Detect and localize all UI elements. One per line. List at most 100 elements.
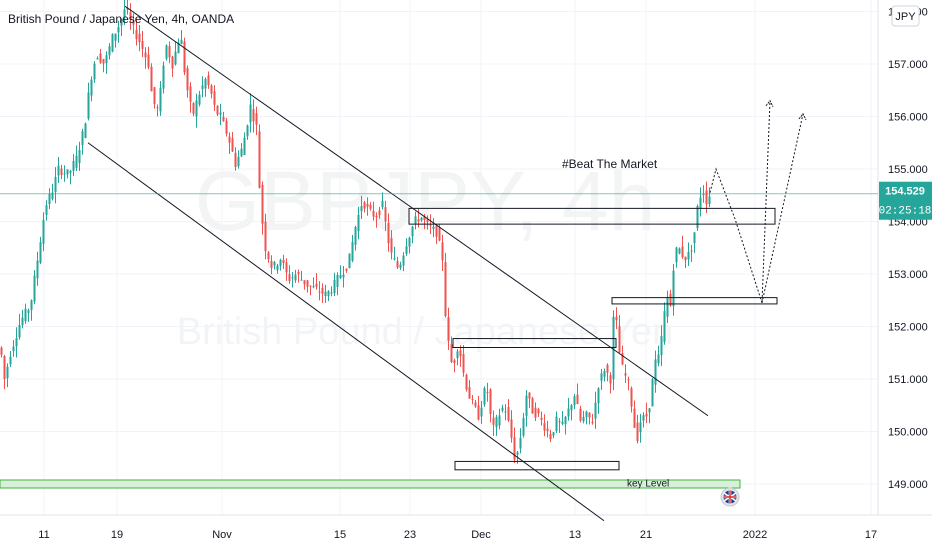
candle-body xyxy=(303,280,306,285)
candle-body xyxy=(471,399,474,401)
candle xyxy=(288,265,291,284)
candle-body xyxy=(189,86,192,102)
candle-body xyxy=(678,248,681,254)
candle xyxy=(459,345,462,367)
candle-body xyxy=(150,66,153,92)
candle-body xyxy=(342,274,345,278)
candle-body xyxy=(138,33,141,43)
candle xyxy=(393,246,396,261)
candle xyxy=(315,273,318,290)
currency-badge[interactable]: JPY xyxy=(891,5,920,27)
zone-rectangle xyxy=(452,338,617,349)
candle-body xyxy=(561,421,564,424)
key-level-zone[interactable] xyxy=(0,479,741,489)
candle-body xyxy=(564,416,567,425)
candle-body xyxy=(228,136,231,143)
candle xyxy=(192,102,195,117)
candle xyxy=(504,404,507,421)
candle xyxy=(6,363,9,388)
candle-body xyxy=(630,388,633,407)
candle-body xyxy=(411,226,414,237)
candle xyxy=(366,197,369,216)
candle-body xyxy=(336,275,339,287)
y-axis[interactable]: 149.000150.000151.000152.000153.000154.0… xyxy=(877,0,928,515)
candle-body xyxy=(3,355,6,379)
candle xyxy=(171,55,174,78)
y-tick-label: 153.000 xyxy=(888,269,928,281)
chart-drawings[interactable] xyxy=(87,5,807,522)
candle xyxy=(345,268,348,273)
candle xyxy=(153,86,156,109)
candle-body xyxy=(162,65,165,89)
candle-body xyxy=(399,264,402,269)
candle xyxy=(606,363,609,382)
candle xyxy=(261,181,264,235)
candle-body xyxy=(624,373,627,376)
candle-body xyxy=(375,215,378,218)
candle-body xyxy=(594,402,597,419)
candle-body xyxy=(408,237,411,247)
candle-body xyxy=(213,91,216,105)
candle xyxy=(600,368,603,390)
candle-body xyxy=(126,7,129,10)
candle-body xyxy=(648,408,651,413)
candle xyxy=(507,399,510,423)
candle-body xyxy=(249,104,252,123)
candle-body xyxy=(435,225,438,237)
x-tick-label: 11 xyxy=(38,529,49,541)
candle xyxy=(333,272,336,296)
candle xyxy=(477,395,480,421)
channel-lower-trendline xyxy=(87,142,605,522)
candle xyxy=(420,216,423,222)
candle-body xyxy=(363,202,366,209)
candle xyxy=(582,410,585,424)
candle xyxy=(282,254,285,270)
candle xyxy=(270,255,273,275)
candle xyxy=(60,164,63,180)
key-level-band xyxy=(0,479,741,489)
candle xyxy=(42,212,45,252)
candle-body xyxy=(27,310,30,313)
candle-body xyxy=(132,20,135,25)
candle-body xyxy=(684,256,687,261)
candle xyxy=(336,272,339,296)
candle xyxy=(231,132,234,153)
watermark-name: British Pound / Japanese Yen xyxy=(177,311,674,353)
candle-body xyxy=(204,78,207,89)
candle xyxy=(63,165,66,182)
x-axis[interactable]: 11 19 Nov 15 23 Dec 13 21 2022 17 xyxy=(0,514,932,541)
candle-body xyxy=(360,206,363,212)
candle-body xyxy=(318,291,321,293)
candle-body xyxy=(387,222,390,244)
candle-body xyxy=(234,152,237,167)
candle xyxy=(303,280,306,290)
candle-body xyxy=(291,277,294,279)
candle xyxy=(489,388,492,423)
candle-body xyxy=(681,246,684,258)
candle xyxy=(222,111,225,122)
current-price-value: 154.529 xyxy=(885,186,925,198)
current-price-label: 154.529 02:25:18 xyxy=(879,181,932,220)
candle-body xyxy=(390,238,393,253)
candle-body xyxy=(486,392,489,394)
beat-the-market-label[interactable]: #Beat The Market xyxy=(562,157,658,171)
candle xyxy=(594,391,597,429)
candle xyxy=(114,33,117,48)
candle-body xyxy=(54,176,57,193)
candle xyxy=(75,145,78,172)
candle xyxy=(492,410,495,436)
x-tick-label: 17 xyxy=(865,529,877,541)
candle xyxy=(135,18,138,46)
candle-body xyxy=(483,388,486,405)
candle-body xyxy=(9,356,12,365)
candle xyxy=(66,169,69,179)
candle-body xyxy=(474,402,477,407)
candle xyxy=(99,48,102,64)
candle xyxy=(612,310,615,391)
candle xyxy=(456,348,459,366)
key-level-label[interactable]: key Level xyxy=(627,479,669,490)
projection-arrowhead xyxy=(765,99,774,107)
candle-body xyxy=(702,194,705,196)
candle-body xyxy=(15,338,18,347)
